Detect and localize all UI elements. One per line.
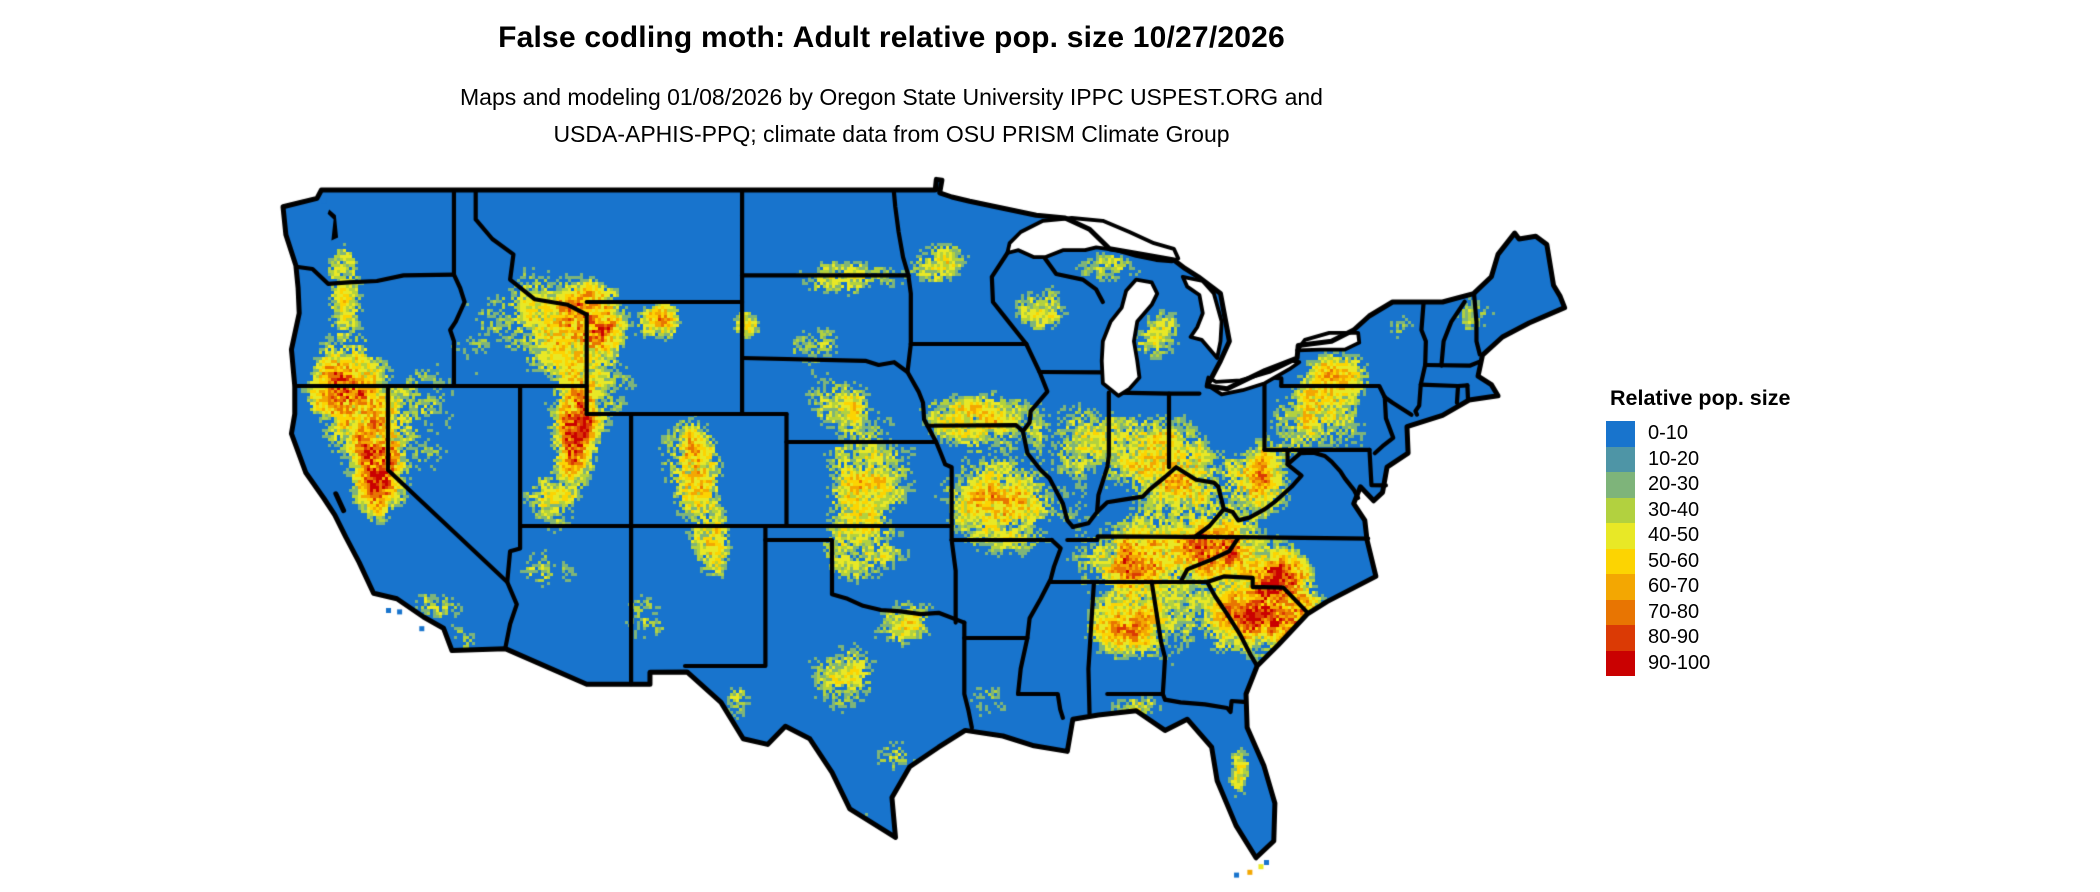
legend-item-label: 30-40 [1648,498,1700,521]
legend-swatch [1606,650,1635,676]
legend-swatch [1606,446,1635,472]
legend-item: 80-90 [1606,625,1790,651]
legend-item: 60-70 [1606,574,1790,600]
legend-item: 10-20 [1606,446,1790,472]
legend-swatch [1606,625,1635,651]
legend-rows: 0-10 10-20 20-30 30-40 40-50 50-60 60-70 70-80 8… [1606,421,1790,676]
legend-swatch [1606,472,1635,498]
legend-item-label: 40-50 [1648,524,1700,546]
chart-subtitle-line2: USDA-APHIS-PPQ; climate data from OSU PR… [553,121,1230,147]
legend-swatch [1606,548,1635,574]
legend-item: 30-40 [1606,497,1790,523]
legend-item: 40-50 [1606,523,1790,549]
legend-swatch [1606,574,1635,600]
chart-header: False codling moth: Adult relative pop. … [0,21,1783,55]
legend-swatch [1606,497,1635,523]
legend-item-label: 80-90 [1648,626,1700,648]
legend-item: 50-60 [1606,548,1790,574]
chart-subtitle-line1: Maps and modeling 01/08/2026 by Oregon S… [460,84,1323,110]
legend-swatch [1606,421,1635,447]
chart-title: False codling moth: Adult relative pop. … [498,21,1285,54]
legend-item-label: 10-20 [1648,447,1700,470]
legend-item-label: 20-30 [1648,473,1700,495]
legend: Relative pop. size 0-10 10-20 20-30 30-40 40… [1606,386,1790,676]
chart-subtitle: Maps and modeling 01/08/2026 by Oregon S… [0,79,1783,153]
legend-title: Relative pop. size [1610,386,1791,410]
legend-item: 90-100 [1606,650,1790,676]
legend-item-label: 70-80 [1648,600,1700,623]
legend-swatch [1606,599,1635,625]
legend-item-label: 90-100 [1648,651,1711,674]
legend-item-label: 60-70 [1648,575,1700,597]
legend-item-label: 50-60 [1648,549,1700,572]
legend-item: 70-80 [1606,599,1790,625]
legend-item: 20-30 [1606,472,1790,498]
legend-item: 0-10 [1606,421,1790,447]
legend-swatch [1606,523,1635,549]
legend-item-label: 0-10 [1648,422,1689,444]
